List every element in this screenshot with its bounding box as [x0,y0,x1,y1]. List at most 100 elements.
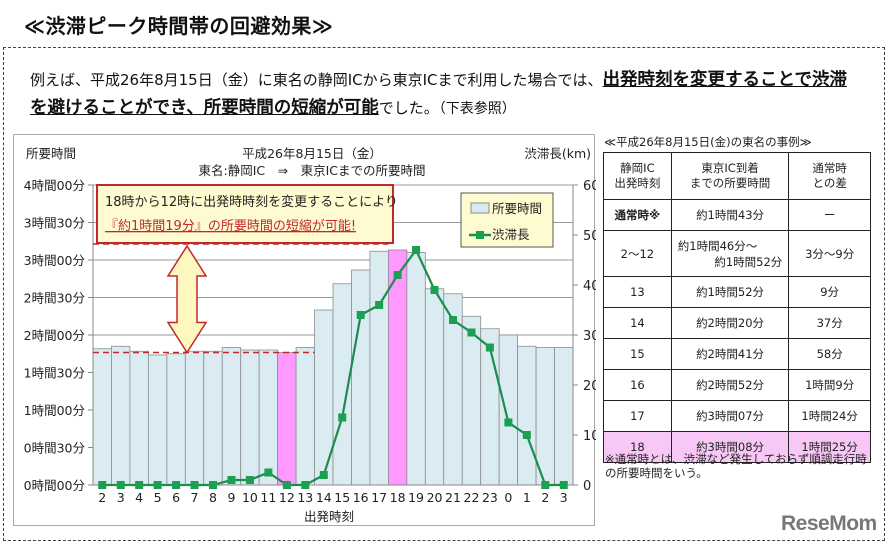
legend-bar-swatch [470,202,490,214]
bar [92,348,112,486]
bar [314,309,334,486]
y-tick-label: 0時間00分 [24,478,85,493]
table-row: 通常時※ 約1時間43分ー [603,199,871,231]
x-tick-label: 19 [408,490,424,505]
cell-diff: 9分 [788,276,871,308]
x-tick-label: 1 [523,490,531,505]
cell-departure: 2～12 [603,230,672,277]
table-header-row: 静岡IC 出発時刻 東京IC到着 までの所要時間 通常時 との差 [603,152,871,200]
bar [111,345,131,486]
cell-diff: 1時間25分 [788,431,871,463]
cell-diff: 58分 [788,338,871,370]
y-tick-label: 3時間00分 [24,253,85,268]
cell-duration: 約1時間43分 [670,199,790,231]
y-tick-label: 2時間00分 [24,328,85,343]
bar [351,269,371,486]
line-marker [485,343,494,352]
y-tick-label: 1時間30分 [24,366,85,381]
bar [240,349,260,486]
cell-duration: 約2時間20分 [670,307,790,339]
bar [295,347,315,486]
y2-tick-label: 10 [583,429,596,444]
y-tick-label: 3時間30分 [24,216,85,231]
table-row: 18 約3時間08分 1時間25分 [603,431,871,463]
x-tick-label: 12 [279,490,295,505]
line-marker [227,476,236,484]
intro-part2: でした。 [378,99,439,117]
cell-diff: 37分 [788,307,871,339]
bar [461,315,482,486]
x-tick-label: 13 [297,490,313,505]
cell-departure: 18 [603,431,672,463]
table-row: 2～12 約1時間46分～ 約1時間52分 3分～9分 [603,230,871,277]
x-tick-label: 4 [135,490,143,505]
table-row: 17 約3時間07分 1時間24分 [603,400,871,432]
line-marker [172,481,181,489]
table-caption: ≪平成26年8月15日(金)の東名の事例≫ [604,135,812,149]
callout-line2: 『約1時間19分』の所要時間の短縮が可能! [105,218,356,234]
intro-part1: 例えば、平成26年8月15日（金）に東名の静岡ICから東京ICまで利用した場合で… [30,71,603,89]
line-marker [559,481,568,489]
line-marker [430,286,439,294]
x-tick-label: 20 [427,490,443,505]
x-tick-label: 17 [371,490,387,505]
callout-line1: 18時から12時に出発時時刻を変更することにより [105,194,398,210]
x-tick-label: 7 [191,490,199,505]
cell-departure: 通常時※ [603,199,672,231]
y2-tick-label: 50 [583,229,596,244]
cell-departure: 17 [603,400,672,432]
y2-tick-label: 30 [583,329,596,344]
line-marker [301,481,310,489]
line-marker [375,301,384,309]
bar [258,349,279,486]
x-tick-label: 21 [445,490,461,505]
x-tick-label: 16 [353,490,369,505]
x-tick-label: 6 [172,490,180,505]
table-row: 16 約2時間52分 1時間9分 [603,369,871,401]
table-header-0: 静岡IC 出発時刻 [603,152,672,200]
cell-diff: 3分～9分 [788,230,871,277]
line-marker [467,328,476,337]
cell-duration: 約3時間08分 [670,431,790,463]
cell-diff: ー [788,199,871,231]
y2-tick-label: 60 [583,179,596,194]
line-marker [98,481,107,489]
line-marker [356,311,365,319]
x-tick-label: 15 [334,490,350,505]
bar [129,350,149,486]
intro-ref: （下表参照） [438,101,516,117]
line-marker [319,471,328,479]
page-title: ≪渋滞ピーク時間帯の回避効果≫ [24,14,334,38]
line-marker [338,413,347,422]
bar [554,347,574,486]
bar [203,350,223,486]
line-marker [209,481,217,489]
cell-departure: 13 [603,276,672,308]
case-table: 静岡IC 出発時刻 東京IC到着 までの所要時間 通常時 との差 通常時※ 約1時間43分ー… [603,152,871,463]
line-marker [541,481,550,489]
intro-text: 例えば、平成26年8月15日（金）に東名の静岡ICから東京ICまで利用した場合で… [30,66,860,123]
line-marker [264,468,273,477]
line-marker [282,481,291,489]
chart-title-line2: 東名:静岡IC ⇒ 東京ICまでの所要時間 [198,163,425,178]
y2-axis-label: 渋滞長(km) [524,146,591,161]
chart-container: 0時間00分 0時間30分 1時間00分 1時間30分 2時間00分 2時間30分 3時間0… [13,134,596,526]
intro-emphasis: 出発時刻を変更することで渋滞を避けることができ、所要時間の短縮が可能 [30,70,848,118]
legend-marker-icon [476,231,484,239]
bar [424,288,445,486]
x-tick-label: 2 [98,490,106,505]
x-tick-label: 18 [390,490,406,505]
cell-diff: 1時間24分 [788,400,871,432]
bar [147,354,168,486]
x-tick-label: 11 [260,490,276,505]
y-tick-label: 1時間00分 [24,403,85,418]
x-tick-label: 5 [154,490,162,505]
cell-duration: 約1時間46分～ 約1時間52分 [670,230,790,277]
legend-bar-label: 所要時間 [492,201,542,216]
callout-box [96,184,394,244]
x-tick-label: 3 [560,490,568,505]
cell-departure: 14 [603,307,672,339]
y-tick-label: 0時間30分 [24,441,85,456]
cell-departure: 16 [603,369,672,401]
cell-duration: 約1時間52分 [670,276,790,308]
